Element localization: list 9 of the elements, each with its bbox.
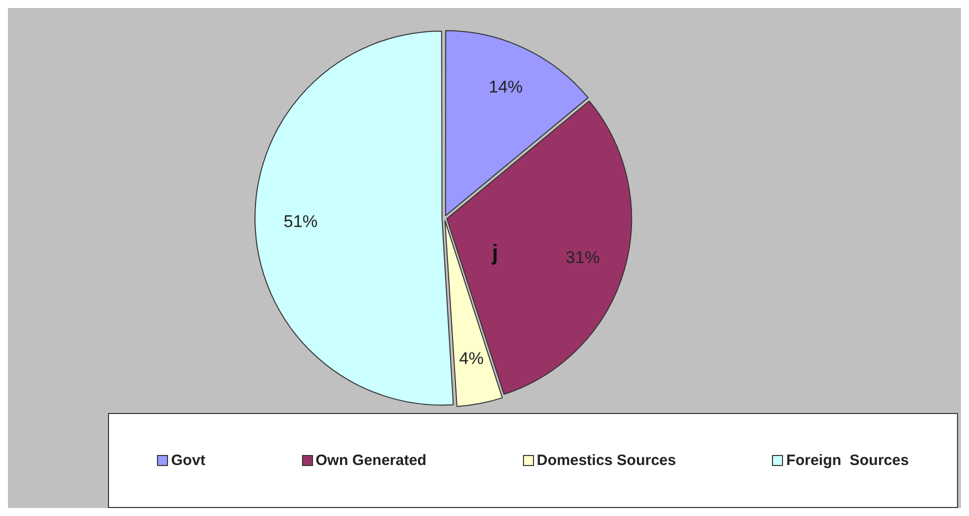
- data-label: 51%: [284, 212, 318, 232]
- legend-label: Govt: [171, 452, 206, 469]
- legend-label: Domestics Sources: [536, 452, 676, 469]
- data-label: 4%: [459, 349, 484, 368]
- text: j: [492, 240, 498, 266]
- data-label: 31%: [566, 248, 600, 267]
- legend-label: Own Generated: [316, 452, 426, 469]
- data-label: 14%: [488, 77, 523, 96]
- legend-label: Foreign Sources: [786, 452, 909, 469]
